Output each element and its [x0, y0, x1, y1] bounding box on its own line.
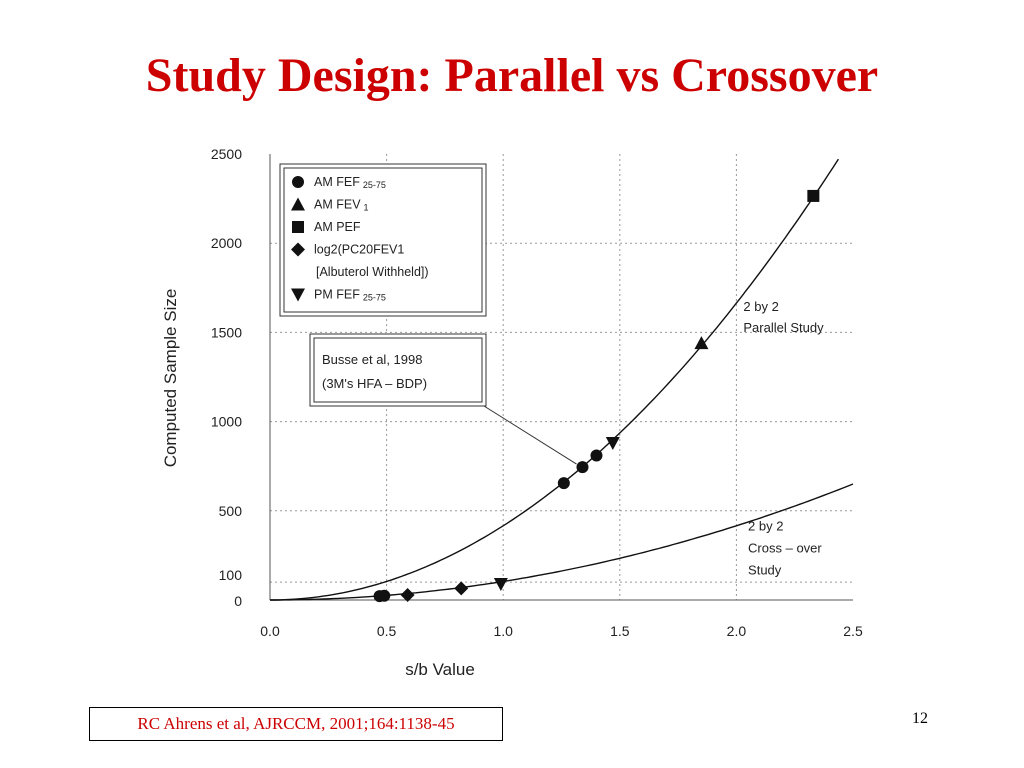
axis-layer: 0.0 0.5 1.0 1.5 2.0 2.5 0 100 500 1000 1500 2000 250… [211, 146, 863, 639]
x-tick-label: 1.0 [493, 623, 513, 639]
annotation-text: (3M's HFA – BDP) [322, 376, 427, 391]
annotation-leader-line [483, 405, 577, 465]
diamond-marker [291, 242, 305, 257]
legend-entry-subscript: 25-75 [363, 293, 386, 303]
triangle-down-marker [291, 288, 305, 302]
legend-box-inner [283, 167, 483, 313]
circle-marker [590, 449, 603, 462]
y-tick-label: 500 [219, 503, 243, 519]
y-axis-title: Computed Sample Size [161, 289, 180, 468]
legend-entry-subscript: 1 [364, 203, 369, 213]
x-tick-label: 2.5 [843, 623, 863, 639]
legend-entry-text: [Albuterol Withheld]) [316, 265, 429, 279]
slide-title: Study Design: Parallel vs Crossover [145, 49, 879, 102]
x-axis-title: s/b Value [405, 660, 475, 679]
diamond-marker [454, 581, 469, 596]
annotation-layer: Busse et al, 1998 (3M's HFA – BDP) [309, 333, 577, 465]
circle-marker [576, 461, 589, 474]
y-tick-label: 0 [234, 593, 242, 609]
x-tick-label: 2.0 [727, 623, 747, 639]
legend-entry-text: AM PEF [314, 220, 361, 234]
crossover-study-label: 2 by 2 [748, 518, 783, 533]
chart: 0.0 0.5 1.0 1.5 2.0 2.5 0 100 500 1000 1500 2000 250… [161, 146, 863, 679]
x-tick-label: 0.5 [377, 623, 397, 639]
parallel-study-label: 2 by 2 [743, 299, 778, 314]
y-tick-label: 2500 [211, 146, 242, 162]
triangle-down-marker [605, 437, 620, 451]
marker-layer [373, 189, 820, 603]
square-marker [807, 189, 820, 202]
x-tick-label: 1.5 [610, 623, 630, 639]
square-marker [292, 221, 304, 233]
x-tick-label: 0.0 [260, 623, 280, 639]
crossover-study-label: Cross – over [748, 540, 822, 555]
citation-text: RC Ahrens et al, AJRCCM, 2001;164:1138-4… [137, 714, 455, 733]
parallel-study-label: Parallel Study [743, 320, 824, 335]
triangle-marker [694, 336, 709, 350]
curve-layer: 2 by 2 Parallel Study 2 by 2 Cross – over St… [270, 158, 854, 601]
circle-marker [378, 589, 391, 602]
citation-box: RC Ahrens et al, AJRCCM, 2001;164:1138-4… [89, 707, 503, 741]
circle-marker [292, 176, 304, 188]
y-tick-label: 2000 [211, 235, 242, 251]
page-number: 12 [912, 710, 928, 727]
annotation-box [309, 333, 487, 407]
legend-entry-text: AM FEV 1 [314, 198, 369, 213]
circle-marker [557, 477, 570, 490]
parallel-study-curve [270, 158, 839, 601]
annotation-text: Busse et al, 1998 [322, 352, 422, 367]
crossover-study-label: Study [748, 562, 782, 577]
crossover-study-curve [270, 483, 854, 601]
legend-box [279, 163, 487, 317]
diamond-marker [400, 588, 415, 603]
annotation-box-inner [313, 337, 483, 403]
triangle-down-marker [493, 577, 508, 591]
y-tick-label: 100 [219, 567, 243, 583]
triangle-marker [291, 197, 305, 211]
legend-entry-text: log2(PC20FEV1 [314, 243, 404, 257]
y-tick-label: 1500 [211, 324, 242, 340]
y-tick-label: 1000 [211, 414, 242, 430]
legend-entry-subscript: 25-75 [363, 180, 386, 190]
